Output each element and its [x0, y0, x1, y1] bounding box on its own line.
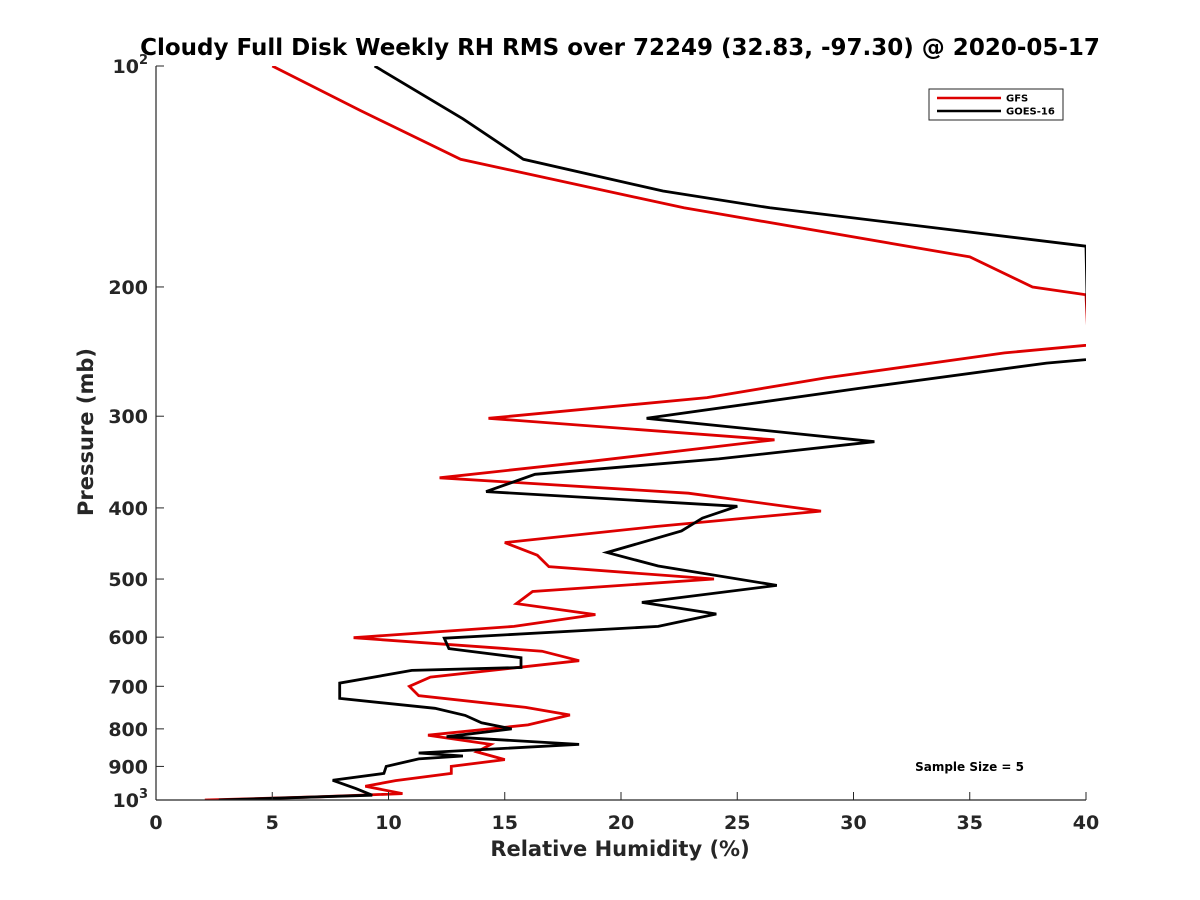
y-tick-label: 500 [108, 569, 148, 591]
chart-title: Cloudy Full Disk Weekly RH RMS over 7224… [140, 35, 1100, 61]
x-tick-label: 5 [266, 812, 279, 834]
x-tick-label: 40 [1073, 812, 1099, 834]
x-tick-label: 35 [957, 812, 983, 834]
legend: GFS GOES-16 [928, 88, 1064, 121]
x-axis-ticks: 0 5 10 15 20 25 30 35 40 [149, 792, 1099, 834]
y-tick-label: 700 [108, 676, 148, 698]
legend-box [928, 88, 1064, 121]
x-tick-label: 10 [375, 812, 401, 834]
series-line-goes-16 [218, 66, 1086, 800]
x-axis-label: Relative Humidity (%) [490, 837, 749, 861]
x-tick-label: 25 [724, 812, 750, 834]
x-tick-label: 15 [492, 812, 518, 834]
y-tick-label: 400 [108, 498, 148, 520]
legend-entry-goes-16: GOES-16 [1006, 107, 1055, 118]
x-tick-label: 20 [608, 812, 634, 834]
y-tick-label: 600 [108, 627, 148, 649]
y-tick-label: 800 [108, 719, 148, 741]
y-axis-ticks: 102 200 300 400 500 600 700 800 900 103 [108, 53, 164, 812]
series-line-gfs [204, 66, 1086, 800]
x-tick-label: 30 [840, 812, 866, 834]
y-tick-label: 103 [113, 787, 149, 812]
x-tick-label: 0 [149, 812, 162, 834]
y-tick-label: 200 [108, 277, 148, 299]
axes [155, 66, 1086, 801]
series-lines [204, 66, 1086, 800]
y-tick-label: 300 [108, 406, 148, 428]
y-axis-label: Pressure (mb) [74, 348, 98, 516]
sample-size-annotation: Sample Size = 5 [915, 760, 1024, 774]
legend-entry-gfs: GFS [1006, 94, 1028, 105]
y-tick-label: 900 [108, 756, 148, 778]
y-tick-label: 102 [113, 53, 149, 78]
